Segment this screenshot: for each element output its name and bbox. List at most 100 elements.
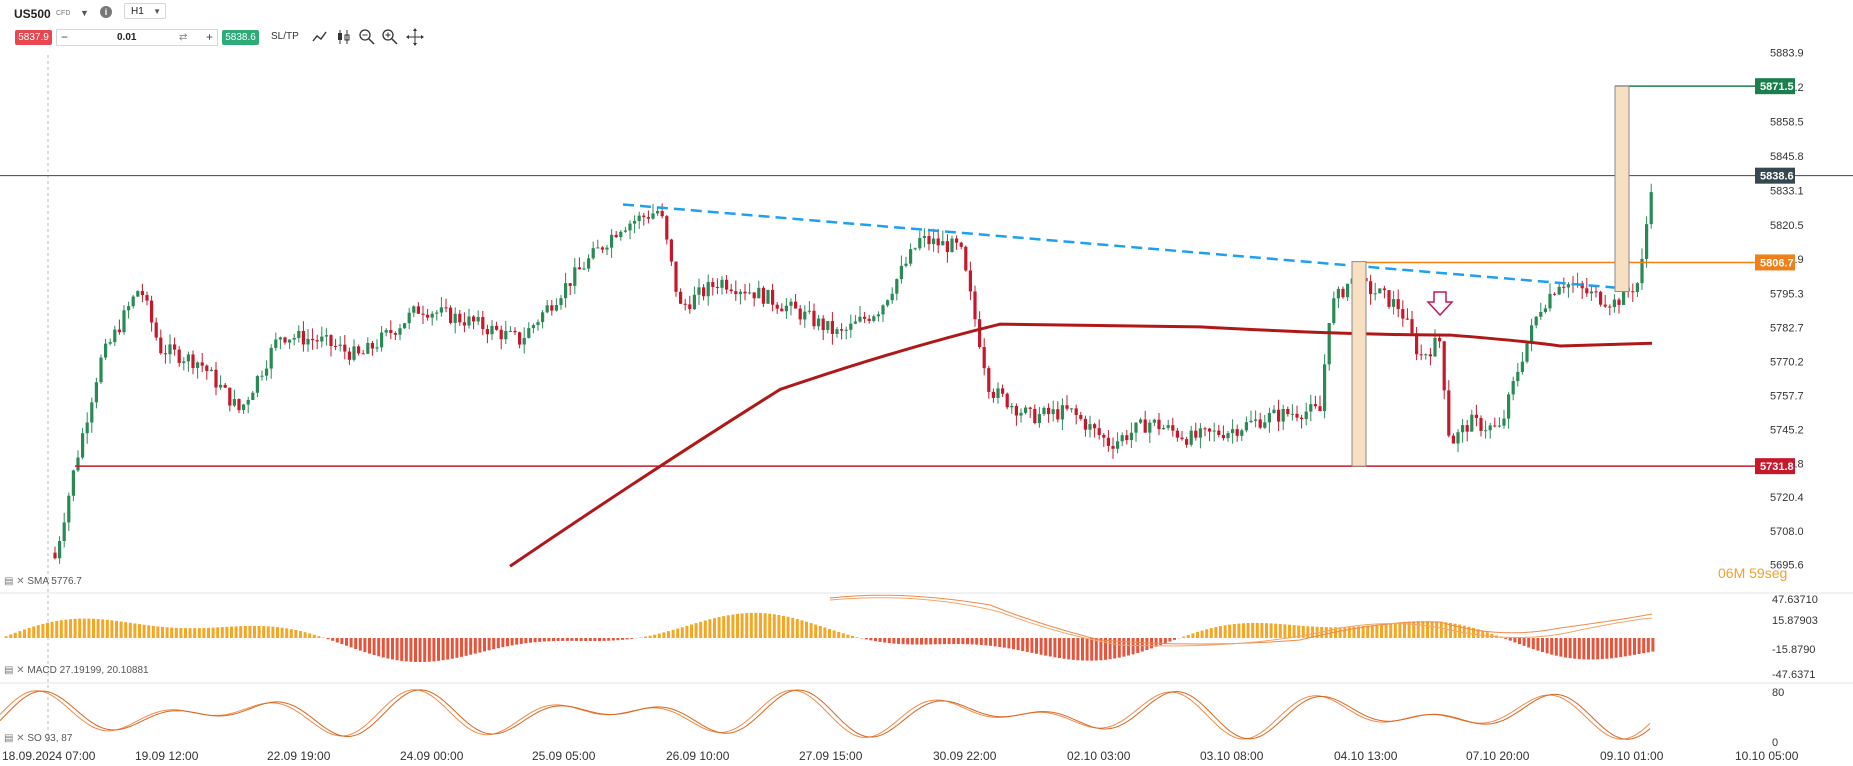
candle-body	[58, 541, 62, 559]
macd-bar	[846, 634, 850, 638]
macd-bar	[722, 616, 726, 638]
so-legend[interactable]: ▤ ✕ SO 93, 87	[4, 733, 73, 744]
candle-body	[775, 304, 779, 309]
candle-body	[168, 344, 172, 355]
candle-body	[1336, 288, 1340, 299]
macd-bar	[736, 613, 739, 638]
candle-body	[1309, 404, 1313, 412]
time-tick: 18.09.2024 07:00	[2, 749, 96, 763]
candle-body	[1327, 323, 1331, 365]
info-icon[interactable]: i	[100, 6, 112, 18]
macd-bar	[1458, 624, 1462, 638]
candle-body	[996, 388, 1000, 398]
candle-body	[1060, 405, 1064, 420]
quantity-stepper[interactable]: − 0.01 ⇄ +	[56, 29, 218, 46]
candle-body	[274, 339, 278, 348]
candle-body	[665, 216, 669, 240]
macd-bar	[717, 617, 721, 638]
macd-bar	[1343, 627, 1347, 638]
macd-bar	[561, 638, 565, 641]
candle-body	[909, 249, 913, 264]
candle-body	[522, 337, 526, 345]
macd-legend[interactable]: ▤ ✕ MACD 27.19199, 20.10881	[4, 665, 149, 676]
candle-body	[936, 238, 940, 246]
macd-bar	[975, 638, 979, 645]
symbol-name[interactable]: US500	[14, 7, 51, 21]
macd-bar	[110, 620, 114, 638]
candle-body	[513, 330, 517, 333]
macd-bar	[446, 638, 450, 660]
crosshair-icon[interactable]	[405, 27, 425, 47]
candle-body	[706, 282, 710, 297]
macd-bar	[1467, 626, 1471, 638]
candle-body	[467, 316, 471, 326]
macd-bar	[506, 638, 509, 647]
candle-body	[205, 365, 209, 372]
macd-bar	[1619, 638, 1623, 658]
symbol-dropdown-icon[interactable]: ▼	[80, 8, 89, 18]
time-tick: 24.09 00:00	[400, 749, 464, 763]
macd-bar	[492, 638, 496, 650]
macd-bar	[248, 625, 252, 638]
sma-legend[interactable]: ▤ ✕ SMA 5776.7	[4, 576, 82, 587]
macd-bar	[257, 625, 261, 638]
candle-body	[283, 337, 287, 343]
macd-bar	[1435, 621, 1439, 638]
candles-icon[interactable]	[334, 27, 354, 47]
candle-body	[104, 343, 108, 358]
macd-bar	[685, 625, 689, 638]
plus-icon[interactable]: +	[205, 30, 213, 44]
candle-body	[1235, 429, 1239, 436]
candle-body	[94, 382, 98, 403]
buy-button[interactable]: 5838.6	[222, 30, 259, 45]
macd-bar	[386, 638, 390, 659]
line-chart-icon[interactable]	[310, 27, 330, 47]
macd-bar	[1370, 625, 1374, 638]
timeframe-select[interactable]: H1 ▼	[124, 3, 166, 19]
sltp-button[interactable]: SL/TP	[271, 31, 299, 42]
candle-body	[955, 238, 959, 243]
candle-body	[1405, 318, 1409, 320]
macd-bar	[607, 638, 611, 641]
candle-body	[1378, 288, 1382, 294]
macd-bar	[851, 635, 854, 638]
macd-bar	[1518, 638, 1521, 645]
candle-body	[1387, 290, 1391, 307]
macd-bar	[381, 638, 385, 658]
minus-icon[interactable]: −	[61, 30, 69, 44]
candle-body	[545, 305, 549, 313]
macd-bar	[151, 625, 155, 638]
macd-bar	[795, 619, 799, 638]
macd-bar	[78, 618, 82, 638]
macd-bar	[372, 638, 376, 655]
macd-bar	[349, 638, 353, 648]
zoom-out-icon[interactable]	[357, 27, 377, 47]
candle-body	[242, 404, 246, 411]
candle-body	[541, 312, 545, 323]
macd-bar	[184, 628, 187, 638]
swap-icon[interactable]: ⇄	[179, 32, 188, 43]
candle-body	[720, 279, 724, 288]
macd-bar	[533, 638, 537, 643]
candle-body	[1474, 414, 1478, 419]
sell-button[interactable]: 5837.9	[15, 30, 52, 45]
candle-body	[1290, 413, 1294, 415]
macd-bar	[1025, 638, 1029, 652]
candle-body	[251, 392, 255, 401]
quantity-value[interactable]: 0.01	[117, 32, 137, 43]
candle-body	[1070, 408, 1074, 410]
candle-body	[826, 321, 830, 331]
macd-bar	[837, 631, 841, 638]
candle-body	[669, 239, 673, 262]
macd-bar	[993, 638, 997, 647]
macd-bar	[1173, 638, 1176, 640]
candle-body	[982, 347, 986, 369]
price-tick: 5820.5	[1770, 220, 1804, 232]
zoom-in-icon[interactable]	[380, 27, 400, 47]
macd-bar	[699, 621, 703, 638]
candle-body	[1373, 293, 1377, 295]
macd-bar	[423, 638, 427, 662]
candle-body	[1231, 429, 1235, 434]
macd-bar	[230, 626, 233, 638]
